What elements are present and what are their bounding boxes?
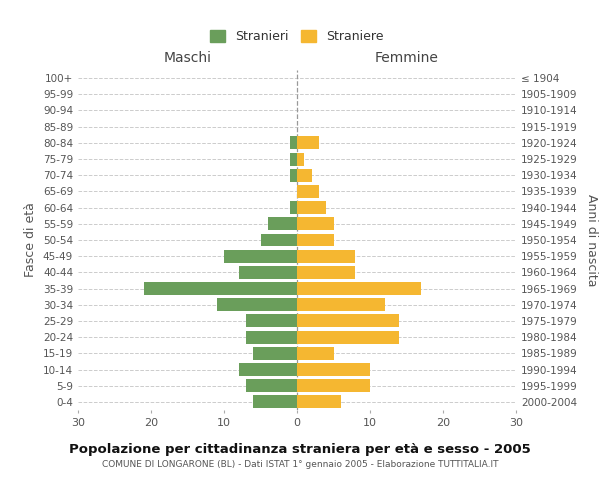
Bar bbox=[217, 298, 297, 311]
Bar bbox=[297, 218, 334, 230]
Bar bbox=[297, 396, 341, 408]
Bar bbox=[297, 201, 326, 214]
Bar bbox=[297, 379, 370, 392]
Bar bbox=[297, 136, 319, 149]
Bar bbox=[297, 282, 421, 295]
Bar bbox=[297, 185, 319, 198]
Bar bbox=[246, 330, 297, 344]
Text: COMUNE DI LONGARONE (BL) - Dati ISTAT 1° gennaio 2005 - Elaborazione TUTTITALIA.: COMUNE DI LONGARONE (BL) - Dati ISTAT 1°… bbox=[102, 460, 498, 469]
Bar bbox=[253, 396, 297, 408]
Bar bbox=[297, 330, 399, 344]
Bar bbox=[290, 169, 297, 181]
Bar bbox=[144, 282, 297, 295]
Bar bbox=[297, 169, 311, 181]
Bar bbox=[297, 347, 334, 360]
Bar bbox=[246, 314, 297, 328]
Bar bbox=[290, 152, 297, 166]
Bar bbox=[297, 298, 385, 311]
Bar bbox=[253, 347, 297, 360]
Text: Maschi: Maschi bbox=[163, 51, 212, 65]
Y-axis label: Anni di nascita: Anni di nascita bbox=[584, 194, 598, 286]
Legend: Stranieri, Straniere: Stranieri, Straniere bbox=[205, 25, 389, 48]
Bar bbox=[290, 136, 297, 149]
Text: Popolazione per cittadinanza straniera per età e sesso - 2005: Popolazione per cittadinanza straniera p… bbox=[69, 442, 531, 456]
Bar bbox=[268, 218, 297, 230]
Y-axis label: Fasce di età: Fasce di età bbox=[25, 202, 37, 278]
Bar bbox=[297, 234, 334, 246]
Bar bbox=[297, 363, 370, 376]
Bar bbox=[297, 266, 355, 279]
Bar bbox=[260, 234, 297, 246]
Bar bbox=[224, 250, 297, 262]
Text: Femmine: Femmine bbox=[374, 51, 439, 65]
Bar bbox=[297, 250, 355, 262]
Bar bbox=[239, 363, 297, 376]
Bar bbox=[239, 266, 297, 279]
Bar bbox=[290, 201, 297, 214]
Bar bbox=[246, 379, 297, 392]
Bar bbox=[297, 314, 399, 328]
Bar bbox=[297, 152, 304, 166]
